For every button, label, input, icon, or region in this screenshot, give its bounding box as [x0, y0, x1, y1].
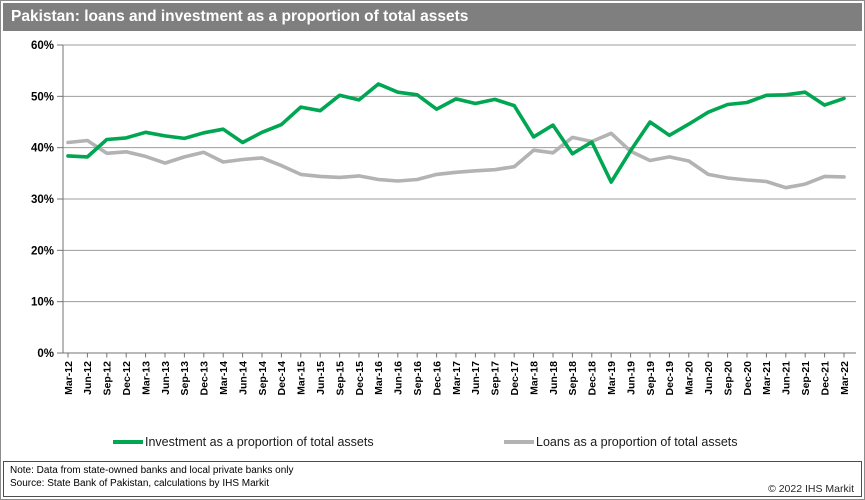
y-axis-label: 50% [31, 91, 54, 103]
x-axis-label: Jun-17 [470, 361, 482, 395]
x-axis-label: Mar-21 [761, 361, 773, 395]
title-bar: Pakistan: loans and investment as a prop… [3, 3, 862, 31]
x-axis-label: Sep-18 [567, 361, 579, 396]
x-axis-label: Mar-14 [218, 361, 230, 395]
x-axis-label: Mar-19 [606, 361, 618, 395]
x-axis-label: Jun-21 [781, 361, 793, 395]
x-axis-label: Mar-18 [528, 361, 540, 395]
x-axis-label: Sep-21 [800, 361, 812, 396]
x-axis-label: Mar-20 [684, 361, 696, 395]
loans-series-line [66, 131, 846, 190]
investment-line-swatch [113, 440, 143, 444]
footnote-box: Note: Data from state-owned banks and lo… [3, 461, 862, 497]
x-axis-label: Dec-12 [121, 361, 133, 396]
x-axis-label: Mar-22 [839, 361, 851, 395]
x-axis-label: Dec-16 [431, 361, 443, 396]
y-axis-label: 20% [31, 245, 54, 257]
x-axis-label: Jun-20 [703, 361, 715, 395]
y-axis-label: 40% [31, 143, 54, 155]
x-axis-label: Dec-19 [664, 361, 676, 396]
x-axis-label: Dec-18 [587, 361, 599, 396]
y-axis-label: 10% [31, 297, 54, 309]
footnote-note: Note: Data from state-owned banks and lo… [10, 465, 294, 476]
x-axis-label: Mar-12 [63, 361, 75, 395]
x-axis-label: Sep-16 [412, 361, 424, 396]
x-axis-label: Jun-15 [315, 361, 327, 395]
x-axis-label: Dec-13 [199, 361, 211, 396]
footnote-source: Source: State Bank of Pakistan, calculat… [10, 477, 270, 489]
y-axis-label: 60% [31, 40, 54, 52]
legend-item-investment: Investment as a proportion of total asse… [113, 434, 374, 450]
x-axis-label: Jun-14 [237, 361, 249, 395]
x-axis-label: Mar-13 [140, 361, 152, 395]
legend-label-investment: Investment as a proportion of total asse… [145, 435, 374, 449]
x-axis-label: Jun-19 [625, 361, 637, 395]
legend-item-loans: Loans as a proportion of total assets [504, 434, 738, 450]
line-chart-plot: 0% 10% 20% 30% 40% 50% 60% Mar-12 Jun-12 Sep-12 De… [31, 40, 856, 396]
x-axis-label: Dec-20 [742, 361, 754, 396]
loans-line-swatch [504, 440, 534, 444]
legend-label-loans: Loans as a proportion of total assets [536, 435, 738, 449]
x-axis-label: Sep-13 [179, 361, 191, 396]
x-axis-label: Jun-16 [393, 361, 405, 395]
x-axis-label: Sep-17 [490, 361, 502, 396]
x-axis-label: Dec-17 [509, 361, 521, 396]
x-axis-label: Sep-20 [722, 361, 734, 396]
x-axis-label: Dec-21 [819, 361, 831, 396]
x-axis-label: Jun-18 [548, 361, 560, 395]
x-axis-label: Sep-15 [334, 361, 346, 396]
x-axis-label: Dec-14 [276, 361, 288, 396]
y-axis-label: 0% [37, 348, 54, 360]
y-axis-label: 30% [31, 194, 54, 206]
x-axis-label: Mar-16 [373, 361, 385, 395]
x-axis-label: Mar-17 [451, 361, 463, 395]
x-axis-label: Sep-19 [645, 361, 657, 396]
x-axis-label: Sep-14 [257, 361, 269, 396]
x-axis-label: Jun-12 [82, 361, 94, 395]
chart-title: Pakistan: loans and investment as a prop… [11, 8, 469, 25]
copyright-text: © 2022 IHS Markit [768, 483, 854, 495]
x-axis-label: Dec-15 [354, 361, 366, 396]
x-axis-label: Sep-12 [102, 361, 114, 396]
x-axis-label: Jun-13 [160, 361, 172, 395]
x-axis-label: Mar-15 [296, 361, 308, 395]
investment-series-line [66, 82, 846, 184]
